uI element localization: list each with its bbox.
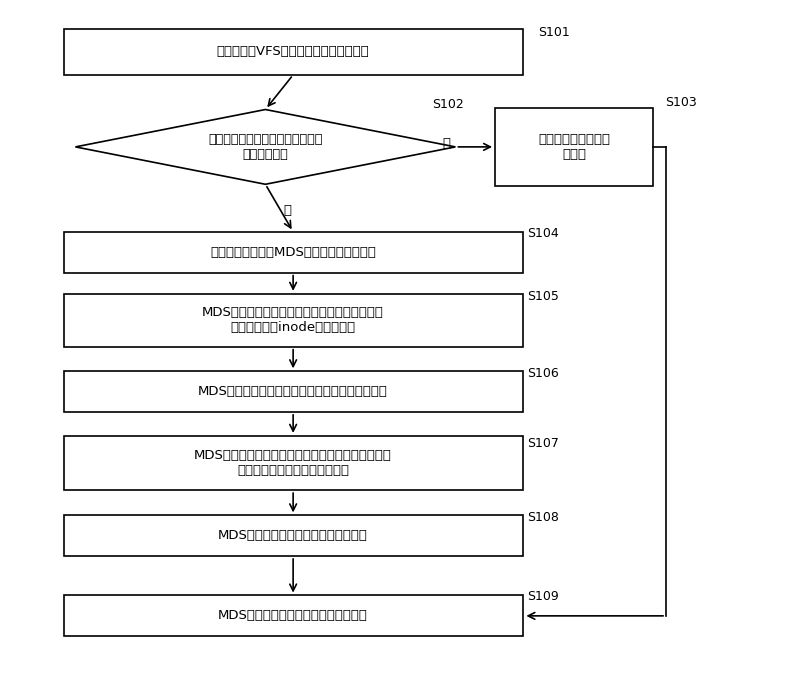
Text: MDS到元数据文件系统读取该文件的全部文件布局: MDS到元数据文件系统读取该文件的全部文件布局 — [198, 385, 388, 398]
Text: 否: 否 — [283, 204, 291, 217]
Text: 客户端检查读写请求的文件布局是
否存在且有效: 客户端检查读写请求的文件布局是 否存在且有效 — [208, 133, 322, 161]
Text: S107: S107 — [526, 438, 558, 451]
Text: S109: S109 — [526, 590, 558, 603]
Text: S102: S102 — [432, 98, 463, 111]
Text: S106: S106 — [526, 367, 558, 380]
Text: S108: S108 — [526, 510, 558, 524]
Text: S105: S105 — [526, 290, 558, 303]
Text: 应用层通过VFS向文件系统发出读写请求: 应用层通过VFS向文件系统发出读写请求 — [217, 45, 370, 58]
FancyBboxPatch shape — [63, 29, 522, 75]
FancyBboxPatch shape — [63, 232, 522, 272]
Text: 使用缓存且有效的文
件布局: 使用缓存且有效的文 件布局 — [538, 133, 610, 161]
FancyBboxPatch shape — [63, 294, 522, 347]
FancyBboxPatch shape — [63, 436, 522, 490]
Polygon shape — [75, 109, 455, 184]
Text: 向元数据服务器（MDS）请求获取文件布局: 向元数据服务器（MDS）请求获取文件布局 — [210, 246, 376, 259]
Text: 是: 是 — [442, 137, 450, 150]
FancyBboxPatch shape — [495, 108, 654, 186]
Text: S101: S101 — [538, 26, 570, 39]
Text: MDS接收到文件布局获取请求后，解析参数，获
取请求文件的inode和文件对象: MDS接收到文件布局获取请求后，解析参数，获 取请求文件的inode和文件对象 — [202, 306, 384, 334]
Text: S103: S103 — [666, 96, 697, 109]
FancyBboxPatch shape — [63, 372, 522, 412]
FancyBboxPatch shape — [63, 515, 522, 556]
Text: S104: S104 — [526, 227, 558, 239]
Text: MDS将文件布局返回结果返回给客户端: MDS将文件布局返回结果返回给客户端 — [218, 610, 368, 623]
FancyBboxPatch shape — [63, 596, 522, 636]
Text: MDS遍历该文件的全部文件布局，将请求范围内的扩
展段加入到文件布局返回结果中: MDS遍历该文件的全部文件布局，将请求范围内的扩 展段加入到文件布局返回结果中 — [194, 449, 392, 477]
Text: MDS将文件布局返回结果返回给客户端: MDS将文件布局返回结果返回给客户端 — [218, 529, 368, 542]
